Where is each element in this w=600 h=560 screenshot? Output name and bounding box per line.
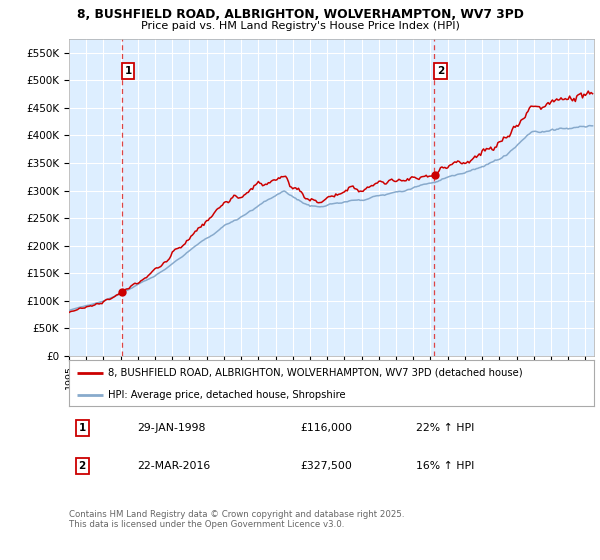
Text: 1: 1 — [79, 423, 86, 433]
Text: £116,000: £116,000 — [300, 423, 352, 433]
Text: £327,500: £327,500 — [300, 461, 352, 470]
Text: HPI: Average price, detached house, Shropshire: HPI: Average price, detached house, Shro… — [109, 390, 346, 399]
Text: Price paid vs. HM Land Registry's House Price Index (HPI): Price paid vs. HM Land Registry's House … — [140, 21, 460, 31]
Text: 8, BUSHFIELD ROAD, ALBRIGHTON, WOLVERHAMPTON, WV7 3PD (detached house): 8, BUSHFIELD ROAD, ALBRIGHTON, WOLVERHAM… — [109, 368, 523, 378]
Text: 1: 1 — [125, 66, 132, 76]
Text: 8, BUSHFIELD ROAD, ALBRIGHTON, WOLVERHAMPTON, WV7 3PD: 8, BUSHFIELD ROAD, ALBRIGHTON, WOLVERHAM… — [77, 8, 523, 21]
Text: 22% ↑ HPI: 22% ↑ HPI — [415, 423, 474, 433]
Text: 29-JAN-1998: 29-JAN-1998 — [137, 423, 206, 433]
Text: 22-MAR-2016: 22-MAR-2016 — [137, 461, 211, 470]
Text: 16% ↑ HPI: 16% ↑ HPI — [415, 461, 474, 470]
Text: Contains HM Land Registry data © Crown copyright and database right 2025.
This d: Contains HM Land Registry data © Crown c… — [69, 510, 404, 529]
Text: 2: 2 — [437, 66, 444, 76]
Text: 2: 2 — [79, 461, 86, 470]
